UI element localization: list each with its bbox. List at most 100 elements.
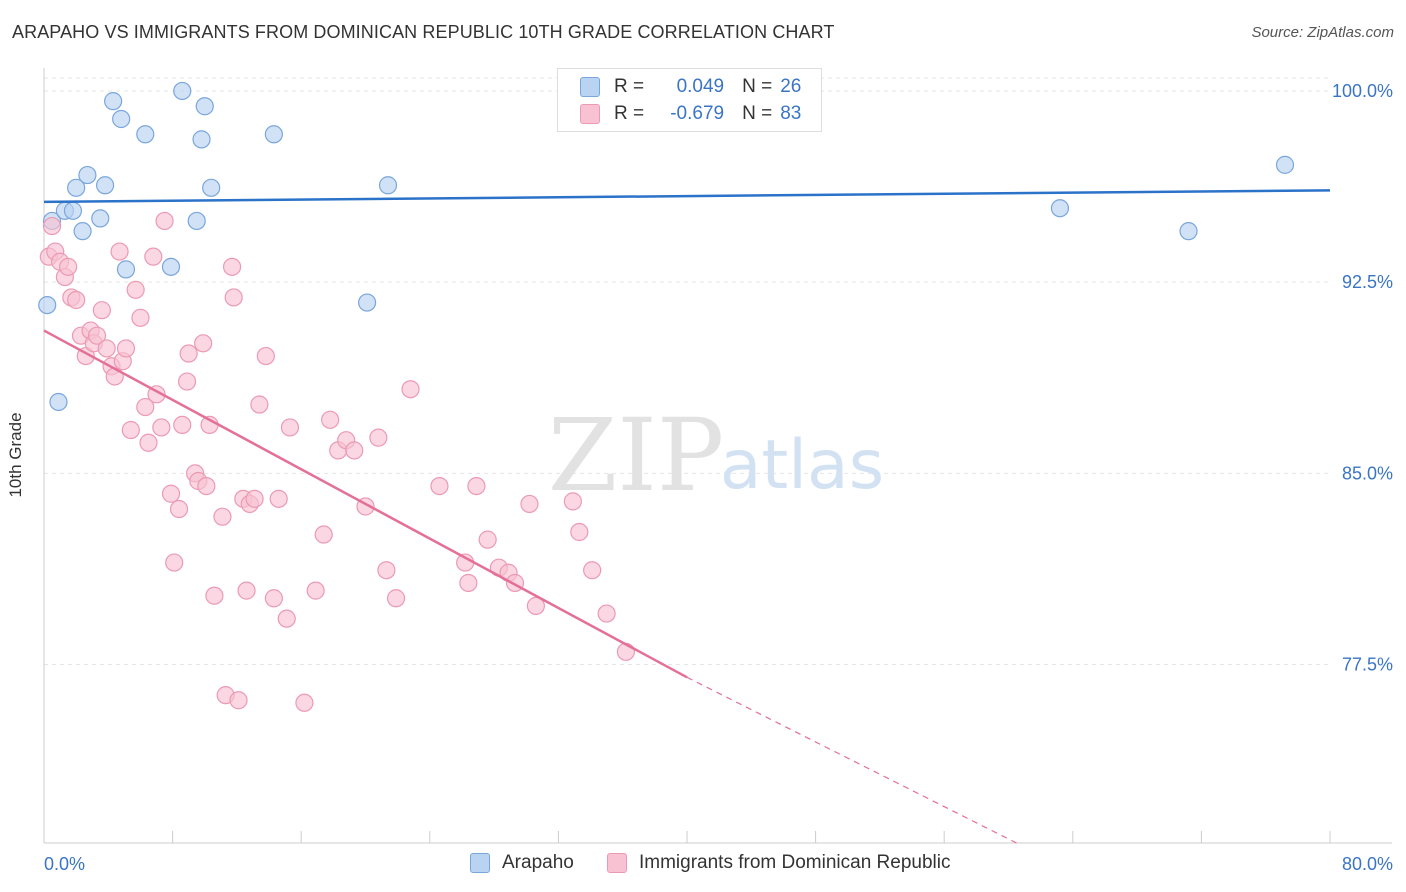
y-tick-label: 92.5% <box>1342 272 1393 292</box>
dominican-point <box>222 257 242 276</box>
dominican-point <box>280 418 300 437</box>
stats-r-label: R = <box>614 103 645 124</box>
arapaho-point <box>187 211 206 231</box>
dominican-point <box>59 257 78 276</box>
dominican-point <box>386 589 406 608</box>
dominican-point <box>97 339 116 358</box>
dominican-point <box>277 609 296 628</box>
arapaho-point <box>67 178 86 197</box>
arapaho-point <box>1050 199 1070 218</box>
dominican-trend-line <box>43 329 688 679</box>
dominican-point <box>173 415 192 435</box>
dominican-point <box>213 507 232 526</box>
stats-n-label: N = <box>742 103 773 124</box>
dominican-point <box>478 530 497 549</box>
stats-r-value-arapaho: 0.049 <box>676 76 725 97</box>
dominican-point <box>467 476 486 496</box>
stats-swatch-arapaho <box>580 77 600 97</box>
dominican-point <box>563 492 582 511</box>
dominican-point <box>197 476 216 496</box>
arapaho-point <box>73 222 92 241</box>
stats-r-value-dominican: -0.679 <box>670 103 725 124</box>
arapaho-point <box>112 109 131 129</box>
dominican-point <box>583 561 602 580</box>
arapaho-point <box>358 293 377 312</box>
stats-row-arapaho: R = 0.049 N = 26 <box>580 75 801 99</box>
dominican-point <box>126 280 145 299</box>
arapaho-trend-line <box>43 189 1331 204</box>
dominican-point <box>345 441 364 460</box>
stats-row-dominican: R = -0.679 N = 83 <box>580 102 801 126</box>
arapaho-point <box>95 176 115 195</box>
dominican-point <box>269 489 288 508</box>
dominican-point <box>110 242 129 261</box>
dominican-point <box>116 339 136 358</box>
y-axis-label: 10th Grade <box>6 412 25 498</box>
dominican-point <box>205 586 224 605</box>
dominican-point <box>256 346 275 366</box>
dominican-point <box>237 581 256 600</box>
dominican-point <box>224 288 243 307</box>
dominican-point <box>401 380 420 399</box>
grid-layer <box>44 77 1330 666</box>
arapaho-point <box>63 201 83 220</box>
stats-n-value-dominican: 83 <box>780 103 802 124</box>
dominican-point <box>245 489 264 508</box>
dominican-point <box>459 573 478 593</box>
dominican-point <box>321 410 340 429</box>
y-tick-label: 77.5% <box>1342 655 1393 675</box>
dominican-point <box>250 395 269 414</box>
dominican-point <box>177 372 197 391</box>
y-tick-label: 100.0% <box>1332 81 1393 101</box>
arapaho-point <box>202 178 221 197</box>
dominican-point <box>377 561 396 580</box>
dominican-point <box>87 326 107 345</box>
dominican-point <box>169 499 189 519</box>
arapaho-point <box>161 257 181 276</box>
arapaho-point <box>195 97 214 116</box>
x-tick-label: 80.0% <box>1342 854 1393 874</box>
dominican-point <box>430 476 449 496</box>
dominican-point <box>229 691 248 710</box>
watermark: ZIP atlas <box>548 397 884 514</box>
tick-label-layer: 100.0% 92.5% 85.0% 77.5% 0.0% 80.0% <box>44 81 1393 874</box>
stats-n-label: N = <box>742 76 773 97</box>
dominican-point <box>42 216 62 236</box>
dominican-point <box>136 397 155 417</box>
source-credit: Source: ZipAtlas.com <box>1251 24 1394 41</box>
correlation-stats-box: R = 0.049 N = 26 R = -0.679 N = 83 <box>557 68 822 132</box>
stats-n-value-arapaho: 26 <box>780 76 802 97</box>
dominican-point <box>526 596 545 616</box>
watermark-atlas: atlas <box>720 426 884 505</box>
x-tick-label: 0.0% <box>44 854 85 874</box>
arapaho-point <box>91 209 110 228</box>
dominican-point <box>369 428 388 447</box>
stats-swatch-dominican <box>580 104 600 124</box>
legend-swatch-arapaho <box>470 853 490 873</box>
dominican-point <box>520 494 539 514</box>
arapaho-point <box>192 130 211 149</box>
chart-title: ARAPAHO VS IMMIGRANTS FROM DOMINICAN REP… <box>12 22 835 42</box>
dominican-point <box>179 344 198 363</box>
legend-item-dominican[interactable]: Immigrants from Dominican Republic <box>607 852 951 874</box>
arapaho-point <box>38 295 57 315</box>
arapaho-point <box>1275 155 1295 174</box>
axes-layer <box>43 68 1392 844</box>
arapaho-point <box>104 92 123 111</box>
dominican-point <box>67 290 86 310</box>
legend-label-arapaho: Arapaho <box>502 852 574 873</box>
legend-item-arapaho[interactable]: Arapaho <box>470 852 574 874</box>
dominican-point <box>570 522 589 542</box>
legend-label-dominican: Immigrants from Dominican Republic <box>639 852 951 873</box>
dominican-point <box>152 418 171 437</box>
arapaho-point <box>264 125 283 144</box>
dominican-point <box>165 553 184 572</box>
dominican-point <box>194 334 213 353</box>
arapaho-point <box>49 392 68 412</box>
y-tick-label: 85.0% <box>1342 463 1393 483</box>
dominican-point <box>314 525 333 544</box>
dominican-point <box>306 581 325 600</box>
trend-layer <box>43 189 1331 844</box>
dominican-point <box>597 604 616 623</box>
